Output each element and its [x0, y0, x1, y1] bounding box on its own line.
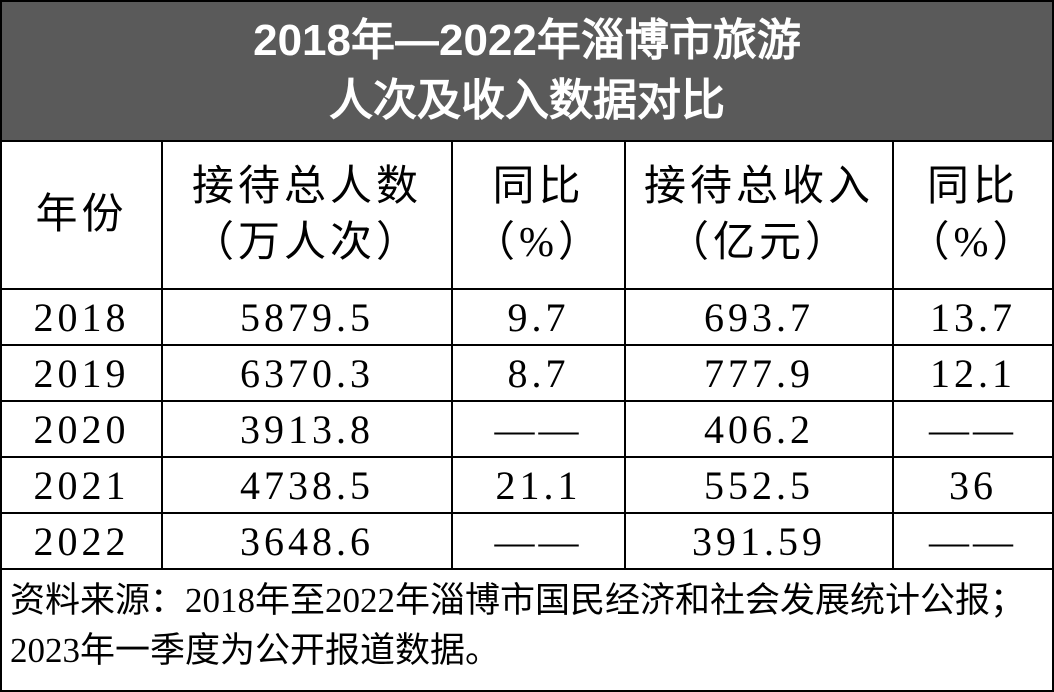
header-text: （%）	[473, 220, 604, 266]
header-text: 接待总人数	[191, 164, 422, 210]
data-cell: 5879.5	[161, 288, 453, 346]
data-cell: 2018	[2, 288, 163, 346]
data-table: 年份 接待总人数 （万人次） 同比 （%） 接待总收入 （亿元） 同比 （%） 2018 5879.…	[2, 142, 1052, 570]
data-row: 2020 3913.8 —— 406.2 ——	[2, 400, 1052, 458]
data-cell: ——	[451, 400, 626, 458]
header-row: 年份 接待总人数 （万人次） 同比 （%） 接待总收入 （亿元） 同比 （%）	[2, 142, 1052, 290]
header-cell: 同比 （%）	[892, 142, 1052, 290]
header-cell: 年份	[2, 142, 163, 290]
data-cell: 777.9	[624, 344, 894, 402]
data-cell: 21.1	[451, 456, 626, 514]
header-cell: 接待总收入 （亿元）	[624, 142, 894, 290]
data-cell: 8.7	[451, 344, 626, 402]
data-cell: ——	[451, 512, 626, 570]
data-row: 2021 4738.5 21.1 552.5 36	[2, 456, 1052, 514]
data-cell: 3913.8	[161, 400, 453, 458]
header-text: （%）	[907, 220, 1039, 266]
header-text: 接待总收入	[643, 164, 874, 210]
data-cell: 2022	[2, 512, 163, 570]
data-cell: 6370.3	[161, 344, 453, 402]
data-cell: ——	[892, 400, 1052, 458]
data-cell: 3648.6	[161, 512, 453, 570]
data-cell: 406.2	[624, 400, 894, 458]
header-cell: 接待总人数 （万人次）	[161, 142, 453, 290]
data-row: 2018 5879.5 9.7 693.7 13.7	[2, 288, 1052, 346]
data-cell: 2021	[2, 456, 163, 514]
data-cell: 2019	[2, 344, 163, 402]
header-text: （万人次）	[191, 220, 422, 266]
footer-note: 资料来源：2018年至2022年淄博市国民经济和社会发展统计公报；2023年一季…	[10, 581, 1026, 670]
data-row: 2019 6370.3 8.7 777.9 12.1	[2, 344, 1052, 402]
data-row: 2022 3648.6 —— 391.59 ——	[2, 512, 1052, 570]
header-cell: 同比 （%）	[451, 142, 626, 290]
data-cell: 2020	[2, 400, 163, 458]
data-cell: 9.7	[451, 288, 626, 346]
header-text: 年份	[35, 192, 128, 238]
header-text: （亿元）	[666, 220, 851, 266]
data-cell: ——	[892, 512, 1052, 570]
data-cell: 552.5	[624, 456, 894, 514]
data-cell: 391.59	[624, 512, 894, 570]
data-cell: 4738.5	[161, 456, 453, 514]
title: 2018年—2022年淄博市旅游 人次及收入数据对比	[2, 2, 1052, 142]
table-body: 年份 接待总人数 （万人次） 同比 （%） 接待总收入 （亿元） 同比 （%） 2018 5879.…	[2, 142, 1052, 570]
data-cell: 12.1	[892, 344, 1052, 402]
title-line: 人次及收入数据对比	[329, 76, 725, 125]
data-cell: 36	[892, 456, 1052, 514]
header-text: 同比	[492, 164, 585, 210]
data-cell: 13.7	[892, 288, 1052, 346]
data-cell: 693.7	[624, 288, 894, 346]
header-text: 同比	[926, 164, 1019, 210]
title-line: 2018年—2022年淄博市旅游	[253, 16, 801, 65]
